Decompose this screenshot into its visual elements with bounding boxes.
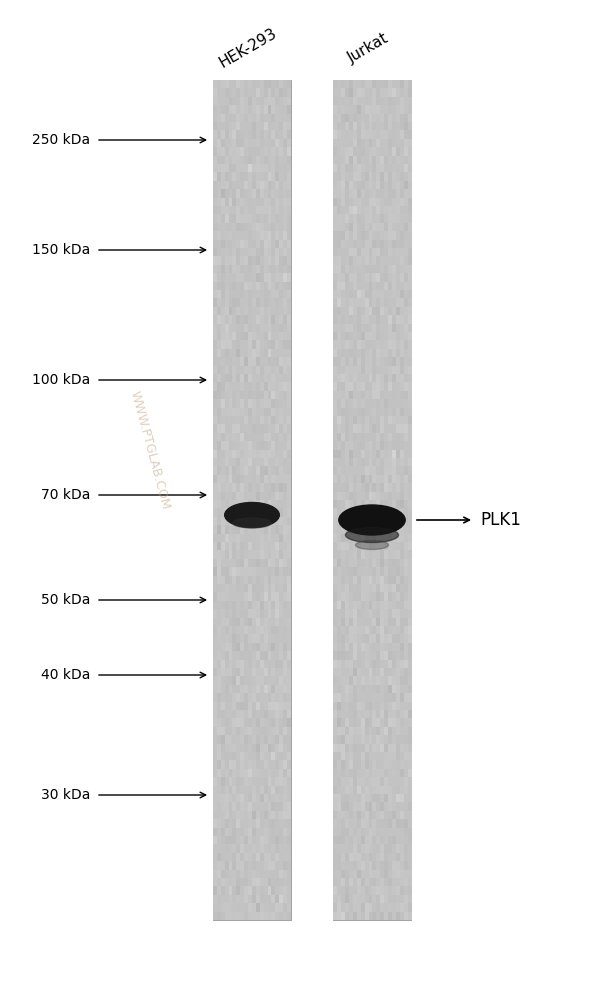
- Ellipse shape: [355, 540, 389, 550]
- Text: 250 kDa: 250 kDa: [32, 133, 90, 147]
- Text: HEK-293: HEK-293: [217, 26, 280, 71]
- Ellipse shape: [233, 518, 271, 528]
- Ellipse shape: [346, 528, 398, 542]
- Ellipse shape: [224, 502, 280, 528]
- Text: Jurkat: Jurkat: [345, 31, 391, 66]
- Text: WWW.PTGLAB.COM: WWW.PTGLAB.COM: [128, 389, 172, 511]
- Ellipse shape: [339, 505, 405, 535]
- Text: PLK1: PLK1: [480, 511, 521, 529]
- Text: 150 kDa: 150 kDa: [32, 243, 90, 257]
- FancyBboxPatch shape: [333, 80, 411, 920]
- FancyBboxPatch shape: [213, 80, 291, 920]
- Text: 70 kDa: 70 kDa: [41, 488, 90, 502]
- Text: 40 kDa: 40 kDa: [41, 668, 90, 682]
- Text: 100 kDa: 100 kDa: [32, 373, 90, 387]
- Text: 30 kDa: 30 kDa: [41, 788, 90, 802]
- Text: 50 kDa: 50 kDa: [41, 593, 90, 607]
